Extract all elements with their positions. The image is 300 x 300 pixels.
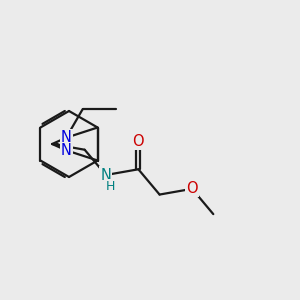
Text: O: O: [133, 134, 144, 149]
Text: N: N: [61, 143, 72, 158]
Text: N: N: [100, 167, 111, 182]
Text: O: O: [186, 181, 198, 196]
Text: H: H: [106, 180, 115, 193]
Text: N: N: [61, 130, 72, 145]
